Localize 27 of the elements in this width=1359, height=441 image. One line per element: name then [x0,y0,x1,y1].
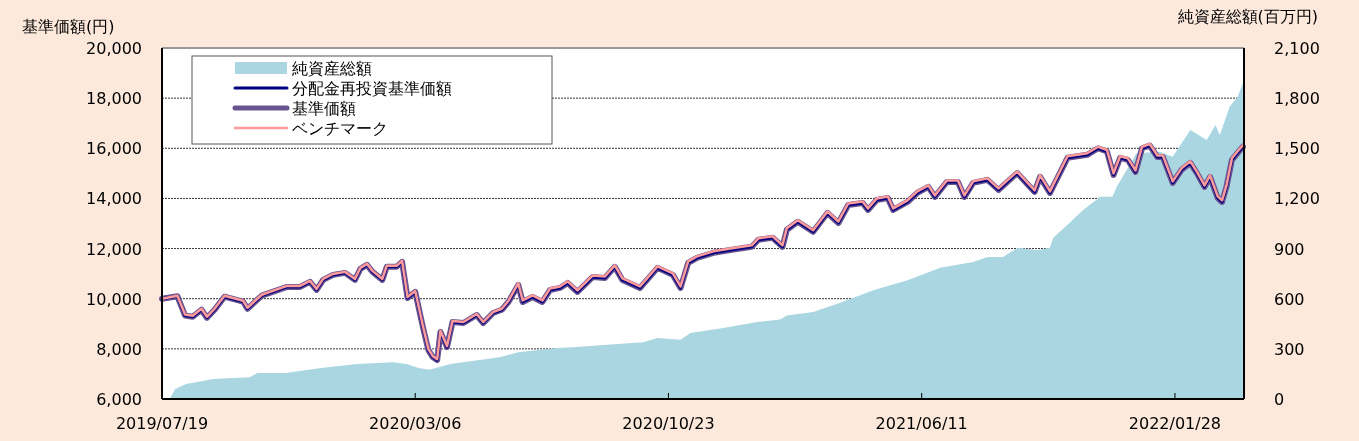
y2-tick-label: 1,200 [1274,189,1320,209]
y-tick-label: 6,000 [96,390,142,409]
y2-tick-label: 0 [1274,390,1285,409]
legend-label: 基準価額 [292,99,356,118]
x-tick-label: 2020/03/06 [369,414,462,433]
y2-tick-label: 600 [1274,289,1305,309]
y2-tick-label: 1,800 [1274,89,1320,109]
y-axis-title: 基準価額(円) [22,17,115,36]
y-tick-label: 16,000 [86,139,142,159]
legend-label: ベンチマーク [292,119,388,138]
y2-tick-label: 1,500 [1274,139,1320,159]
legend-label: 純資産総額 [292,59,372,78]
y-tick-label: 8,000 [96,339,142,359]
legend-label: 分配金再投資基準価額 [292,79,452,98]
x-tick-label: 2021/06/11 [875,414,968,433]
x-tick-label: 2022/01/28 [1128,414,1222,433]
y2-tick-label: 900 [1274,239,1305,259]
y-tick-label: 18,000 [86,89,142,109]
y2-axis-title: 純資産総額(百万円) [1177,7,1318,26]
y2-tick-label: 2,100 [1274,39,1320,58]
y-tick-label: 20,000 [86,39,142,58]
y-tick-label: 12,000 [86,239,142,259]
y2-tick-label: 300 [1274,339,1305,359]
x-tick-label: 2019/07/19 [115,414,209,433]
x-tick-label: 2020/10/23 [622,414,715,433]
y-tick-label: 14,000 [86,189,142,209]
y-tick-label: 10,000 [86,289,142,309]
